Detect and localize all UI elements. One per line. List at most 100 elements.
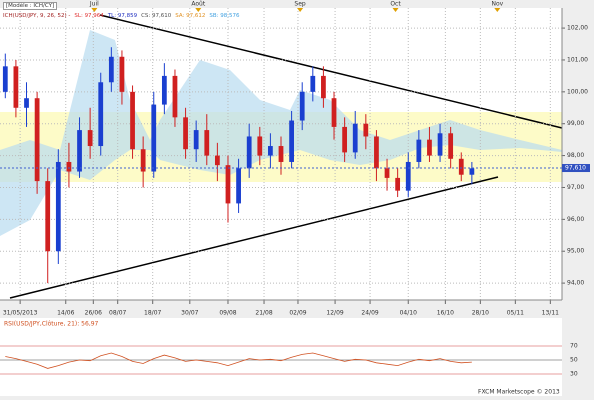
month-marker	[392, 8, 399, 12]
candle-body	[55, 161, 61, 252]
candle-body	[236, 168, 241, 204]
legend: ICH(USD/JPY, 9, 26, 52) - SL: 97,964 TL: 9…	[3, 13, 244, 19]
x-tick-label: 24/09	[361, 310, 378, 317]
x-tick-label: 05/11	[507, 310, 524, 317]
candle-body	[140, 149, 146, 172]
candle-body	[405, 161, 411, 191]
candle-body	[395, 177, 401, 191]
footer: FXCM Marketscope © 2013	[478, 389, 560, 396]
y-tick-label: 97,00	[567, 184, 584, 191]
candle-body	[437, 133, 443, 156]
candle-body	[278, 146, 284, 162]
candle-body	[87, 130, 93, 147]
candle-body	[193, 130, 199, 150]
candle-body	[289, 120, 294, 162]
candle-body	[66, 161, 72, 172]
x-tick-label: 12/09	[326, 310, 343, 317]
candle-body	[257, 136, 263, 156]
osc-tick-label: 30	[570, 371, 578, 378]
candle-body	[331, 98, 337, 127]
price-tag-label: 97,610	[565, 165, 586, 172]
legend-entry: CS: 97,610	[141, 13, 172, 19]
x-tick-label: 04/10	[400, 310, 417, 317]
y-tick-label: 94,00	[567, 280, 584, 287]
candle-body	[130, 91, 135, 150]
y-tick-label: 98,00	[567, 152, 584, 159]
candle-body	[2, 66, 8, 92]
month-label: Août	[191, 1, 205, 8]
y-tick-label: 101,00	[567, 56, 588, 63]
candle-body	[321, 75, 326, 99]
x-tick-label: 26/06	[85, 310, 102, 317]
trendline	[99, 14, 563, 129]
y-tick-label: 100,00	[567, 88, 588, 95]
month-marker	[494, 8, 501, 12]
candle-body	[225, 165, 231, 204]
x-tick-label: 31/05/2013	[3, 310, 38, 317]
month-marker	[297, 8, 304, 12]
trendline	[9, 176, 499, 299]
y-tick-label: 99,00	[567, 120, 584, 127]
x-tick-label: 09/08	[219, 310, 236, 317]
candle-body	[363, 123, 369, 137]
candle-body	[246, 136, 252, 169]
month-label: Nov	[491, 1, 503, 8]
osc-bg	[0, 318, 562, 396]
candle-body	[299, 91, 305, 121]
x-tick-label: 28/10	[472, 310, 489, 317]
candle-body	[24, 98, 29, 108]
y-tick-label: 95,00	[567, 248, 584, 255]
osc-title: RSI(USD/JPY,Clôture, 21): 56,97	[4, 321, 99, 328]
month-marker	[91, 8, 98, 12]
osc-tick-label: 70	[570, 343, 578, 350]
candle-body	[448, 133, 454, 159]
y-tick-label: 96,00	[567, 216, 584, 223]
y-tick-label: 102,00	[567, 25, 588, 32]
price-tag	[562, 164, 590, 173]
legend-entry: SA: 97,612	[175, 13, 206, 19]
candle-body	[161, 75, 167, 105]
candle-body	[13, 66, 19, 108]
x-tick-label: 16/10	[437, 310, 454, 317]
ichimoku-cloud	[0, 30, 562, 236]
candle-body	[45, 181, 51, 252]
candle-body	[214, 155, 220, 166]
x-tick-label: 21/08	[255, 310, 272, 317]
candle-body	[310, 75, 316, 92]
candle-body	[34, 98, 40, 182]
legend-entry: SL: 97,964	[74, 13, 104, 19]
candle-body	[119, 56, 125, 92]
month-label: Oct	[390, 1, 401, 8]
x-tick-label: 30/07	[181, 310, 198, 317]
x-tick-label: 02/09	[289, 310, 306, 317]
candle-body	[384, 168, 390, 178]
candle-body	[98, 82, 104, 147]
month-label: Sep	[294, 1, 306, 8]
candle-body	[77, 130, 82, 172]
candle-body	[458, 158, 464, 175]
candle-body	[342, 126, 348, 153]
month-marker	[195, 8, 202, 12]
candle-body	[172, 75, 178, 118]
model-label: [Modèle : ICH/CY]	[3, 2, 58, 10]
x-tick-label: 08/07	[109, 310, 126, 317]
x-tick-label: 14/06	[57, 310, 74, 317]
month-label: Juil	[89, 1, 99, 8]
legend-entry: ICH(USD/JPY, 9, 26, 52) -	[3, 13, 71, 19]
legend-entry: SB: 98,576	[209, 13, 240, 19]
osc-line	[5, 352, 472, 369]
x-tick-label: 18/07	[144, 310, 161, 317]
osc-tick-label: 50	[570, 357, 578, 364]
candle-body	[204, 130, 210, 156]
candle-body	[469, 168, 475, 175]
candle-body	[108, 56, 114, 83]
candle-body	[183, 117, 188, 150]
candle-body	[374, 136, 379, 169]
candle-body	[416, 139, 422, 162]
candle-body	[151, 104, 157, 172]
legend-entry: TL: 97,859	[107, 13, 138, 19]
candle-body	[427, 139, 432, 156]
x-tick-label: 13/11	[542, 310, 559, 317]
